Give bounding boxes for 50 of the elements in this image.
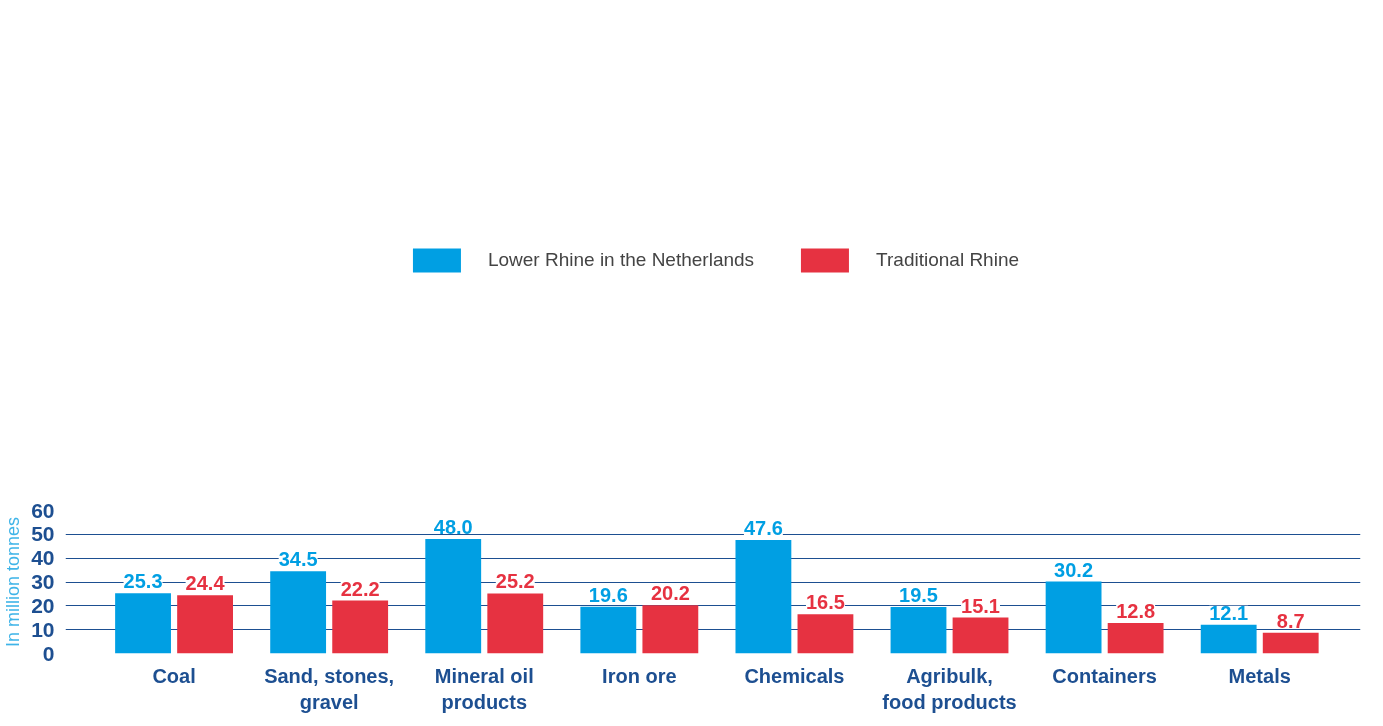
legend-label: Lower Rhine in the Netherlands bbox=[487, 249, 755, 271]
data-label: 22.2 bbox=[340, 577, 380, 600]
data-label: 15.1 bbox=[961, 594, 1000, 617]
bar bbox=[952, 617, 1009, 654]
x-tick-label: Containers bbox=[1052, 664, 1157, 687]
data-label: 19.5 bbox=[899, 584, 938, 607]
y-tick-label: 60 bbox=[31, 498, 55, 522]
data-label: 47.6 bbox=[743, 517, 783, 540]
y-tick-label: 20 bbox=[31, 593, 55, 617]
x-tick-label: Metals bbox=[1228, 664, 1291, 687]
x-tick-label: Coal bbox=[152, 664, 196, 687]
bar bbox=[115, 593, 171, 654]
bar bbox=[797, 614, 854, 654]
data-label: 24.4 bbox=[185, 572, 226, 595]
y-tick-label: 40 bbox=[31, 546, 55, 570]
bar bbox=[580, 606, 637, 654]
bar bbox=[177, 595, 233, 654]
x-tick-label: Chemicals bbox=[744, 664, 845, 687]
data-label: 12.8 bbox=[1116, 599, 1156, 622]
data-label: 25.2 bbox=[495, 570, 535, 593]
bar bbox=[270, 571, 327, 654]
bar bbox=[735, 540, 792, 654]
data-label: 30.2 bbox=[1054, 558, 1094, 581]
bar bbox=[890, 607, 947, 654]
data-label: 25.3 bbox=[123, 570, 163, 593]
data-label: 48.0 bbox=[433, 516, 473, 539]
y-tick-label: 10 bbox=[31, 617, 55, 641]
y-tick-label: 0 bbox=[42, 641, 55, 665]
bar bbox=[425, 539, 482, 654]
data-label: 16.5 bbox=[805, 591, 845, 614]
data-label: 8.7 bbox=[1276, 609, 1305, 632]
y-axis-title: In million tonnes bbox=[3, 516, 24, 648]
x-tick-label: Agribulk, food products bbox=[882, 664, 1017, 713]
bar bbox=[487, 593, 544, 654]
bar bbox=[1107, 622, 1164, 654]
x-tick-label: Sand, stones, gravel bbox=[264, 664, 395, 713]
y-tick-label: 50 bbox=[31, 522, 55, 546]
data-label: 12.1 bbox=[1209, 601, 1249, 624]
bar bbox=[642, 605, 699, 654]
bar bbox=[1045, 581, 1102, 654]
data-label: 34.5 bbox=[278, 548, 318, 571]
data-label: 19.6 bbox=[588, 583, 628, 606]
y-tick-label: 30 bbox=[31, 570, 55, 593]
x-tick-label: Iron ore bbox=[602, 664, 677, 687]
bar bbox=[332, 600, 389, 654]
bar bbox=[1262, 632, 1319, 654]
bar bbox=[1200, 624, 1257, 654]
x-tick-label: Mineral oil products bbox=[434, 664, 534, 713]
legend-label: Traditional Rhine bbox=[876, 249, 1020, 271]
data-label: 20.2 bbox=[650, 582, 690, 605]
